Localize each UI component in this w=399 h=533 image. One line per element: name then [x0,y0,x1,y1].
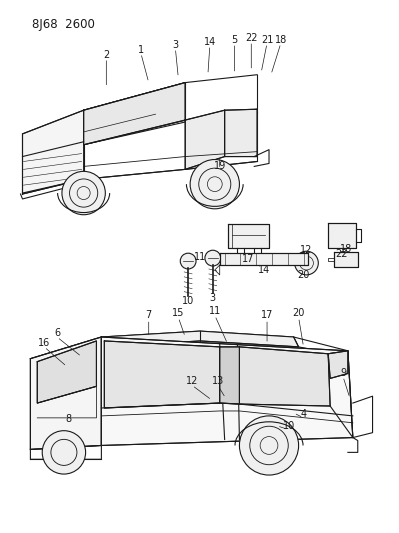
Text: 22: 22 [245,33,257,43]
Text: 5: 5 [231,35,238,45]
Polygon shape [239,347,330,406]
Circle shape [294,251,318,275]
Text: 20: 20 [292,308,305,318]
Text: 18: 18 [340,244,352,254]
Text: 20: 20 [297,270,310,280]
Polygon shape [84,83,185,145]
Polygon shape [30,337,101,449]
Text: 17: 17 [261,310,273,320]
Text: 17: 17 [242,254,255,264]
Text: 9: 9 [340,367,346,377]
Text: 14: 14 [258,265,270,275]
Polygon shape [220,253,308,265]
Text: 11: 11 [194,252,206,262]
Text: 19: 19 [213,161,226,172]
Polygon shape [84,83,185,145]
Text: 6: 6 [54,328,60,338]
Polygon shape [22,110,84,193]
Circle shape [180,253,196,269]
Polygon shape [220,347,239,404]
Text: 7: 7 [146,310,152,320]
Text: 12: 12 [300,245,313,255]
Polygon shape [334,252,358,267]
Text: 10: 10 [182,295,194,305]
Circle shape [62,171,105,215]
Text: 21: 21 [261,35,273,45]
Text: 14: 14 [204,37,216,47]
Polygon shape [227,224,269,248]
Text: 11: 11 [209,306,221,317]
Circle shape [42,431,86,474]
Circle shape [205,250,221,266]
Text: 18: 18 [275,35,287,45]
Text: 16: 16 [38,338,50,348]
Text: 3: 3 [172,40,178,50]
Polygon shape [185,110,225,169]
Polygon shape [101,331,298,347]
Text: 22: 22 [336,249,348,259]
Polygon shape [225,109,257,157]
Text: 8J68  2600: 8J68 2600 [32,18,95,30]
Text: 12: 12 [186,376,198,386]
Circle shape [190,159,239,209]
Text: 8: 8 [66,414,72,424]
Text: 3: 3 [210,293,216,303]
Polygon shape [101,337,353,446]
Text: 1: 1 [138,45,144,55]
Text: 2: 2 [103,50,109,60]
Text: 4: 4 [300,409,306,419]
Polygon shape [328,223,356,248]
Bar [50,423,87,441]
Polygon shape [37,341,97,403]
Text: 13: 13 [211,376,224,386]
Circle shape [239,416,298,475]
Polygon shape [105,341,220,408]
Polygon shape [328,351,348,378]
Text: 10: 10 [282,421,295,431]
Text: 15: 15 [172,308,184,318]
